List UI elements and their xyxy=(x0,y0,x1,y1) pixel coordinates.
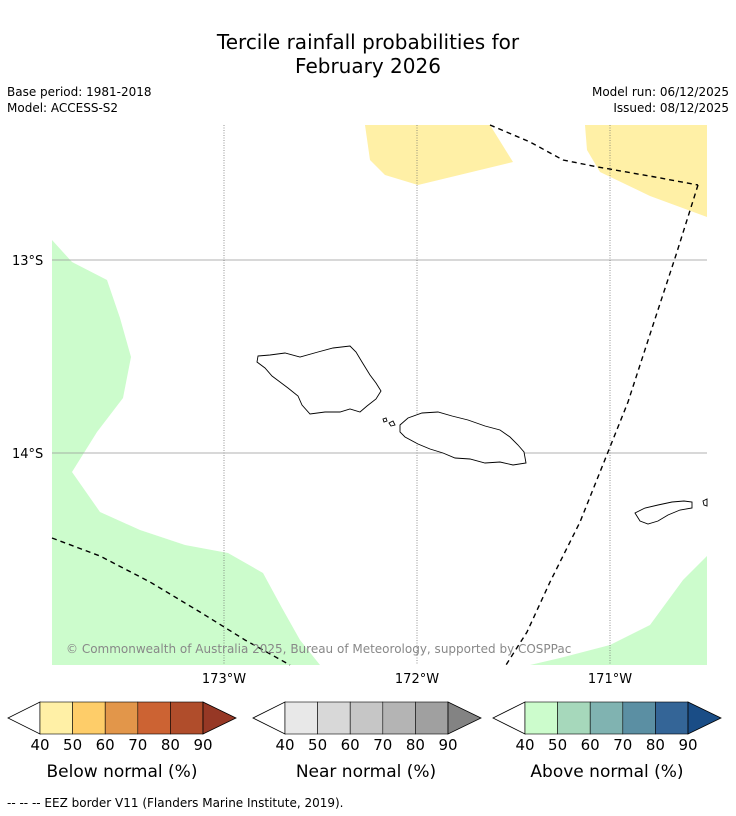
near-colorbar-bin-80 xyxy=(415,701,449,735)
aunuu-island xyxy=(702,498,708,507)
below-tick-50: 50 xyxy=(63,736,83,754)
below-colorbar-bin-70 xyxy=(137,701,171,735)
above-colorbar-bin-70 xyxy=(622,701,656,735)
near-colorbar-bin-60 xyxy=(349,701,384,735)
above-colorbar-bin-40 xyxy=(524,701,558,735)
meta-right: Model run: 06/12/2025 Issued: 08/12/2025 xyxy=(592,84,729,116)
near-tick-90: 90 xyxy=(438,736,458,754)
title-line-1: Tercile rainfall probabilities for xyxy=(216,30,520,54)
below-tick-70: 70 xyxy=(128,736,148,754)
graticule xyxy=(52,125,707,665)
above-normal-label: Above normal (%) xyxy=(530,762,684,782)
eez-footnote: -- -- -- EEZ border V11 (Flanders Marine… xyxy=(7,796,344,810)
above-tick-90: 90 xyxy=(678,736,698,754)
tutuila-island xyxy=(634,500,693,525)
near-colorbar-bin-50 xyxy=(317,701,351,735)
below-tick-60: 60 xyxy=(95,736,115,754)
title-line-2: February 2026 xyxy=(295,54,441,78)
above-colorbar-bin-60 xyxy=(589,701,624,735)
near-tick-40: 40 xyxy=(275,736,295,754)
below-tick-40: 40 xyxy=(30,736,50,754)
below-colorbar-upper-extension xyxy=(202,701,237,735)
lon-label-173w: 173°W xyxy=(202,672,246,687)
near-colorbar-bin-40 xyxy=(284,701,318,735)
above-normal-area-west xyxy=(52,240,320,665)
near-tick-70: 70 xyxy=(373,736,393,754)
near-tick-60: 60 xyxy=(340,736,360,754)
upolu-island xyxy=(399,411,527,466)
below-colorbar-lower-extension xyxy=(7,701,41,735)
savaii-island xyxy=(256,345,382,415)
above-tick-50: 50 xyxy=(548,736,568,754)
above-colorbar-lower-extension xyxy=(492,701,526,735)
issued-date: Issued: 08/12/2025 xyxy=(613,101,729,115)
lat-label-14s: 14°S xyxy=(12,447,43,462)
near-tick-80: 80 xyxy=(405,736,425,754)
below-colorbar-bin-60 xyxy=(104,701,139,735)
near-colorbar-bin-70 xyxy=(382,701,416,735)
apolima-island xyxy=(388,420,396,427)
colorbar-legends xyxy=(7,701,722,735)
lat-label-13s: 13°S xyxy=(12,254,43,269)
above-colorbar-bin-50 xyxy=(557,701,591,735)
near-normal-label: Near normal (%) xyxy=(295,762,437,782)
above-tick-80: 80 xyxy=(645,736,665,754)
eez-border-east xyxy=(505,184,699,666)
near-colorbar-lower-extension xyxy=(252,701,286,735)
above-colorbar-upper-extension xyxy=(687,701,722,735)
below-colorbar-bin-80 xyxy=(170,701,204,735)
above-tick-60: 60 xyxy=(580,736,600,754)
below-normal-area-northeast xyxy=(585,125,707,217)
below-normal-area-north xyxy=(365,125,513,185)
below-tick-90: 90 xyxy=(193,736,213,754)
below-colorbar-bin-50 xyxy=(72,701,106,735)
above-tick-70: 70 xyxy=(613,736,633,754)
lon-label-172w: 172°W xyxy=(395,672,439,687)
map-title: Tercile rainfall probabilities for Febru… xyxy=(0,30,736,78)
near-colorbar-upper-extension xyxy=(447,701,482,735)
meta-left: Base period: 1981-2018 Model: ACCESS-S2 xyxy=(7,84,152,116)
lon-label-171w: 171°W xyxy=(588,672,632,687)
eez-border-north xyxy=(489,124,699,186)
coastlines xyxy=(256,345,708,525)
eez-border-southwest xyxy=(51,537,291,666)
above-tick-40: 40 xyxy=(515,736,535,754)
copyright-text: © Commonwealth of Australia 2025, Bureau… xyxy=(66,642,571,656)
below-normal-label: Below normal (%) xyxy=(46,762,198,782)
near-tick-50: 50 xyxy=(308,736,328,754)
eez-borders xyxy=(51,124,699,666)
below-tick-80: 80 xyxy=(160,736,180,754)
above-normal-area-southeast xyxy=(530,556,707,665)
model-name: Model: ACCESS-S2 xyxy=(7,101,119,115)
above-colorbar-bin-80 xyxy=(655,701,689,735)
below-colorbar-bin-40 xyxy=(39,701,73,735)
manono-island xyxy=(382,417,388,423)
model-run: Model run: 06/12/2025 xyxy=(591,85,729,99)
base-period: Base period: 1981-2018 xyxy=(7,85,152,99)
